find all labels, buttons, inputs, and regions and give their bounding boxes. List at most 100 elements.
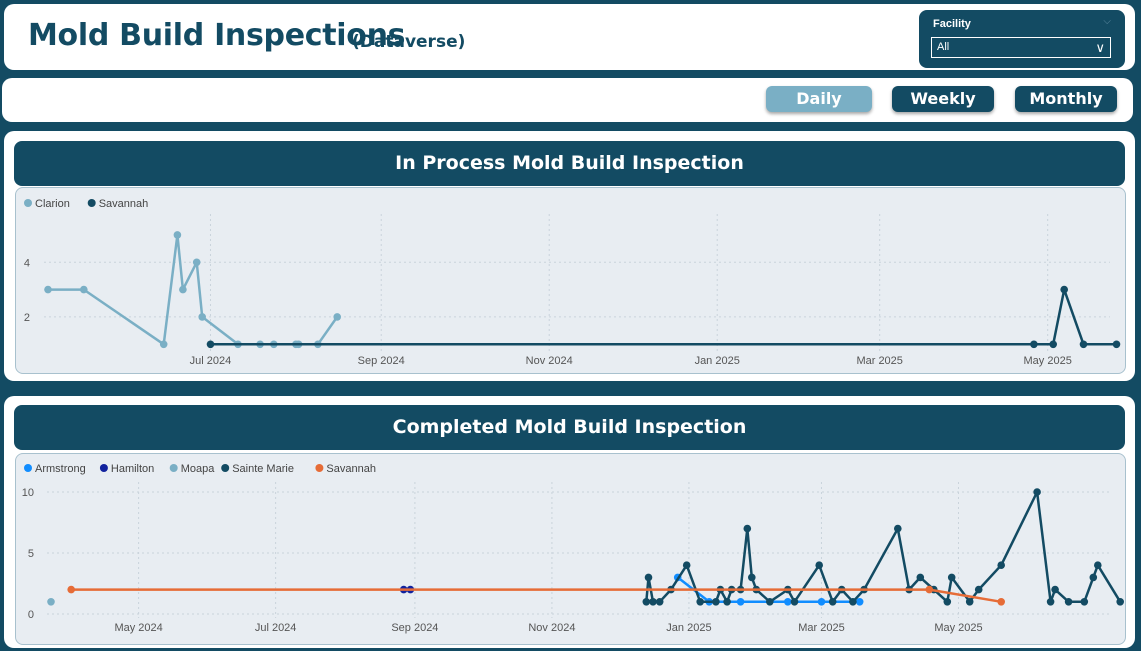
data-point-sainte-marie[interactable] <box>642 598 651 606</box>
x-tick-label: Nov 2024 <box>526 355 573 367</box>
facility-dropdown-value: All <box>937 41 950 53</box>
header-panel: Mold Build Inspections (Dataverse) Facil… <box>4 4 1135 70</box>
data-point-sainte-marie[interactable] <box>943 598 952 606</box>
legend-item-armstrong[interactable]: Armstrong <box>35 463 86 475</box>
legend-marker[interactable] <box>24 464 32 472</box>
series-line-sainte-marie <box>645 490 1122 604</box>
legend-marker[interactable] <box>221 464 230 472</box>
facility-dropdown[interactable]: All ∨ <box>931 37 1111 58</box>
legend-marker[interactable] <box>24 199 32 207</box>
data-point-sainte-marie[interactable] <box>1094 561 1102 569</box>
data-point-sainte-marie[interactable] <box>997 561 1005 569</box>
series-line-armstrong <box>676 576 860 604</box>
monthly-button[interactable]: Monthly <box>1015 86 1117 112</box>
data-point-clarion[interactable] <box>44 285 52 294</box>
x-tick-label: Jul 2024 <box>190 355 232 367</box>
data-point-clarion[interactable] <box>198 313 206 321</box>
data-point-savannah[interactable] <box>997 598 1005 606</box>
facility-label: Facility <box>933 18 971 30</box>
data-point-savannah[interactable] <box>67 585 75 594</box>
series-line-savannah <box>210 288 1117 346</box>
data-point-sainte-marie[interactable] <box>743 524 752 533</box>
data-point-moapa[interactable] <box>47 598 55 606</box>
y-tick-label: 0 <box>28 609 34 621</box>
legend-item-sainte-marie[interactable]: Sainte Marie <box>232 463 294 475</box>
data-point-savannah[interactable] <box>1060 285 1068 294</box>
data-point-armstrong[interactable] <box>855 598 864 606</box>
x-tick-label: May 2024 <box>114 622 162 634</box>
data-point-clarion[interactable] <box>333 313 342 321</box>
data-point-sainte-marie[interactable] <box>1033 488 1041 496</box>
completed-line-chart: May 2024 Jul 2024 Sep 2024 Nov 2024 Jan 2025… <box>22 463 1124 634</box>
legend-item-hamilton[interactable]: Hamilton <box>111 463 154 475</box>
data-point-savannah[interactable] <box>925 585 934 594</box>
data-point-sainte-marie[interactable] <box>1064 598 1073 606</box>
data-point-sainte-marie[interactable] <box>947 573 956 582</box>
data-point-armstrong[interactable] <box>784 598 792 606</box>
data-point-sainte-marie[interactable] <box>644 573 653 582</box>
data-point-sainte-marie[interactable] <box>790 598 799 606</box>
data-point-sainte-marie[interactable] <box>815 561 823 569</box>
data-point-sainte-marie[interactable] <box>1089 573 1098 582</box>
x-tick-label: Mar 2025 <box>798 622 844 634</box>
data-point-clarion[interactable] <box>192 258 201 267</box>
y-tick-label: 5 <box>28 548 34 560</box>
data-point-clarion[interactable] <box>80 285 88 294</box>
data-point-sainte-marie[interactable] <box>1046 598 1055 606</box>
y-tick-label: 4 <box>24 257 30 269</box>
x-tick-label: Jul 2024 <box>255 622 297 634</box>
x-tick-label: Jan 2025 <box>666 622 711 634</box>
legend-item-moapa[interactable]: Moapa <box>181 463 216 475</box>
in-process-plot-area: Jul 2024 Sep 2024 Nov 2024 Jan 2025 Mar 2025… <box>15 187 1126 374</box>
weekly-button[interactable]: Weekly <box>892 86 994 112</box>
series-line-clarion <box>48 233 339 346</box>
data-point-clarion[interactable] <box>173 231 182 239</box>
x-tick-label: May 2025 <box>1024 355 1072 367</box>
page-title: Mold Build Inspections <box>28 18 406 53</box>
legend-item-clarion[interactable]: Clarion <box>35 198 70 210</box>
legend-item-savannah[interactable]: Savannah <box>326 463 376 475</box>
data-point-armstrong[interactable] <box>736 598 745 606</box>
data-point-sainte-marie[interactable] <box>849 598 857 606</box>
data-point-sainte-marie[interactable] <box>916 573 925 582</box>
data-point-sainte-marie[interactable] <box>748 573 756 582</box>
legend-item-savannah[interactable]: Savannah <box>99 198 149 210</box>
data-point-sainte-marie[interactable] <box>649 598 657 606</box>
slicer-collapse-icon[interactable]: ⌵ <box>1103 16 1111 27</box>
data-point-sainte-marie[interactable] <box>1051 585 1059 594</box>
completed-plot-area: May 2024 Jul 2024 Sep 2024 Nov 2024 Jan 2025… <box>15 453 1126 645</box>
data-point-clarion[interactable] <box>159 340 168 349</box>
data-point-clarion[interactable] <box>179 285 187 294</box>
data-point-sainte-marie[interactable] <box>965 598 974 606</box>
chart-title: In Process Mold Build Inspection <box>14 141 1125 186</box>
daily-button[interactable]: Daily <box>766 86 872 112</box>
data-point-sainte-marie[interactable] <box>766 598 774 606</box>
legend-marker[interactable] <box>87 199 96 207</box>
legend-marker[interactable] <box>99 464 108 472</box>
data-point-sainte-marie[interactable] <box>655 598 664 606</box>
legend-marker[interactable] <box>169 464 178 472</box>
data-point-sainte-marie[interactable] <box>723 598 731 606</box>
in-process-line-chart: Jul 2024 Sep 2024 Nov 2024 Jan 2025 Mar 2025… <box>24 198 1121 367</box>
data-point-sainte-marie[interactable] <box>894 524 902 533</box>
y-tick-label: 10 <box>22 487 34 499</box>
data-point-sainte-marie[interactable] <box>974 585 983 594</box>
data-point-armstrong[interactable] <box>817 598 826 606</box>
data-point-savannah[interactable] <box>1079 340 1088 349</box>
data-point-sainte-marie[interactable] <box>828 598 837 606</box>
x-tick-label: Jan 2025 <box>695 355 740 367</box>
page-subtitle: (Dataverse) <box>352 32 466 52</box>
x-tick-label: Sep 2024 <box>358 355 405 367</box>
data-point-sainte-marie[interactable] <box>1080 598 1089 606</box>
x-tick-label: Mar 2025 <box>856 355 902 367</box>
chevron-down-icon: ∨ <box>1095 40 1105 55</box>
data-point-savannah[interactable] <box>1030 340 1038 349</box>
data-point-sainte-marie[interactable] <box>696 598 704 606</box>
data-point-savannah[interactable] <box>1112 340 1121 349</box>
data-point-savannah[interactable] <box>1049 340 1057 349</box>
data-point-sainte-marie[interactable] <box>712 598 720 606</box>
data-point-sainte-marie[interactable] <box>1116 598 1124 606</box>
legend-marker[interactable] <box>315 464 324 472</box>
data-point-savannah[interactable] <box>206 340 215 349</box>
data-point-sainte-marie[interactable] <box>682 561 691 569</box>
